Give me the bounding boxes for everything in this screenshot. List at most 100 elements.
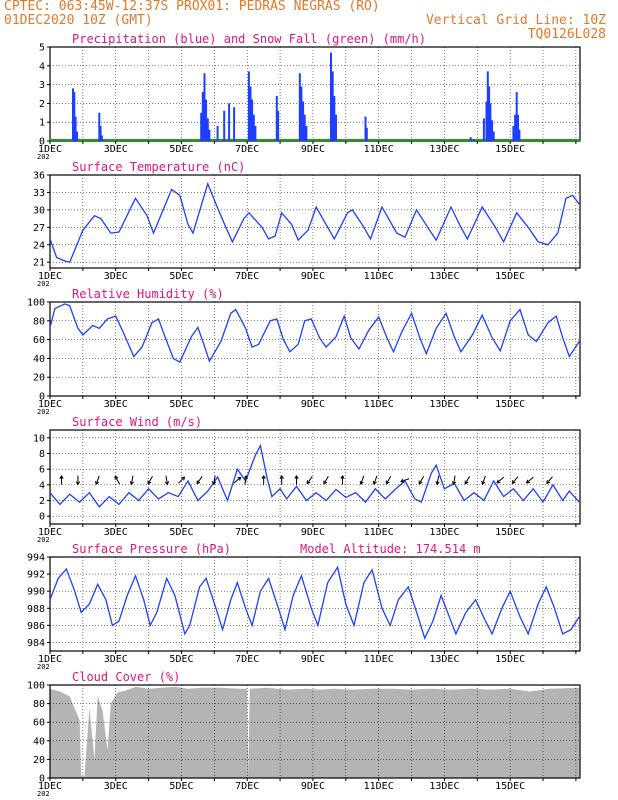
series-line [49, 443, 580, 508]
x-tick-label: 7DEC [235, 399, 259, 410]
x-tick-label: 7DEC [235, 781, 259, 792]
x-tick-label: 7DEC [235, 144, 259, 155]
precip-bar [249, 86, 252, 141]
y-tick-label: 0 [39, 392, 45, 403]
wind-arrow [164, 475, 170, 485]
y-tick-label: 988 [27, 604, 45, 615]
x-tick-label: 11DEC [364, 781, 394, 792]
x-tick-year-fragment: 202 [37, 408, 50, 416]
x-tick-year-fragment: 202 [37, 280, 50, 288]
y-tick-label: 986 [27, 621, 45, 632]
panel-frame [49, 684, 581, 779]
x-tick-label: 5DEC [169, 654, 193, 665]
y-tick-label: 40 [33, 736, 45, 747]
wind-arrow [481, 475, 486, 485]
panel-title: Surface Temperature (nC) [72, 160, 245, 174]
y-tick-label: 990 [27, 587, 45, 598]
y-tick-label: 992 [27, 570, 45, 581]
chart-header: CPTEC: 063:45W-12:37S PROX01: PEDRAS NEG… [0, 0, 618, 46]
wind-arrow [196, 476, 203, 485]
y-tick-label: 0 [39, 512, 45, 523]
precip-bar [486, 71, 489, 141]
wind-arrow [359, 475, 365, 485]
precip-bar [482, 118, 485, 141]
wind-arrow [323, 475, 329, 485]
x-tick-label: 13DEC [429, 144, 459, 155]
wind-arrow [279, 475, 284, 485]
x-tick-label: 5DEC [169, 527, 193, 538]
wind-arrow [114, 475, 121, 485]
precip-bar [98, 112, 101, 141]
x-tick-label: 11DEC [364, 527, 394, 538]
x-tick-label: 9DEC [301, 271, 325, 282]
wind-arrow [177, 476, 186, 484]
x-tick-label: 1DEC [38, 527, 62, 538]
panel-frame [49, 174, 581, 269]
precip-bar [251, 99, 254, 141]
x-tick-label: 11DEC [364, 399, 394, 410]
panel-frame [49, 46, 581, 142]
x-tick-label: 1DEC [38, 399, 62, 410]
x-tick-label: 9DEC [301, 654, 325, 665]
series-line [49, 565, 580, 640]
wind-arrow [294, 475, 299, 485]
y-tick-label: 8 [39, 449, 45, 460]
model-code: TQ0126L028 [527, 27, 606, 42]
wind-arrow [129, 475, 134, 485]
x-tick-label: 13DEC [429, 399, 459, 410]
precip-bar [485, 101, 488, 141]
wind-arrow [75, 475, 81, 485]
precip-bar [488, 86, 491, 141]
precip-bar [208, 129, 211, 141]
y-tick-label: 10 [33, 433, 45, 444]
precip-bar [303, 114, 306, 141]
wind-arrow [400, 478, 410, 483]
x-tick-label: 9DEC [301, 527, 325, 538]
wind-arrow [261, 475, 266, 485]
y-tick-label: 24 [33, 240, 45, 251]
run-date: 01DEC2020 10Z (GMT) [4, 13, 153, 28]
wind-arrow [95, 475, 100, 485]
vertical-grid-info: Vertical Grid Line: 10Z [425, 13, 606, 28]
x-tick-year-fragment: 202 [37, 790, 50, 798]
x-tick-label: 13DEC [429, 527, 459, 538]
wind-arrow [306, 476, 313, 485]
wind-arrow [496, 476, 505, 484]
y-tick-label: 4 [39, 61, 45, 72]
panel-title: Surface Pressure (hPa) [72, 542, 231, 556]
y-tick-label: 20 [33, 755, 45, 766]
x-tick-label: 9DEC [301, 781, 325, 792]
precip-bar [330, 52, 332, 141]
wind-arrow [435, 475, 440, 485]
x-tick-label: 7DEC [235, 527, 259, 538]
y-tick-label: 36 [33, 171, 45, 182]
precip-bar [364, 116, 367, 141]
x-tick-label: 15DEC [495, 399, 525, 410]
precip-bar [233, 107, 236, 141]
y-tick-label: 21 [33, 258, 45, 269]
wind-arrow [147, 475, 153, 485]
x-tick-label: 3DEC [104, 527, 128, 538]
x-tick-label: 3DEC [104, 399, 128, 410]
wind-arrow [418, 475, 425, 485]
wind-arrow [464, 475, 471, 485]
x-tick-label: 7DEC [235, 654, 259, 665]
x-tick-year-fragment: 202 [37, 536, 50, 544]
x-tick-label: 3DEC [104, 654, 128, 665]
y-tick-label: 60 [33, 718, 45, 729]
precip-bar [300, 86, 303, 141]
precip-bar [247, 71, 250, 141]
precip-bar [252, 114, 255, 141]
precip-bar [489, 103, 492, 141]
precip-bar [492, 131, 495, 141]
x-tick-label: 1DEC [38, 271, 62, 282]
y-tick-label: 984 [27, 638, 45, 649]
wind-arrow [340, 475, 345, 485]
precip-bar [298, 73, 301, 141]
x-tick-label: 15DEC [495, 271, 525, 282]
panel-title: Relative Humidity (%) [72, 287, 224, 301]
x-tick-label: 1DEC [38, 654, 62, 665]
cloud-cover-area [50, 686, 580, 778]
panel-frame [49, 429, 581, 525]
